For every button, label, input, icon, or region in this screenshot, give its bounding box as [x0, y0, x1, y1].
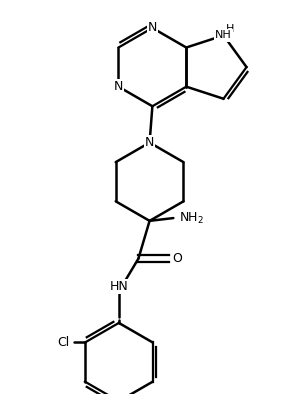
Text: NH: NH [215, 31, 232, 40]
Text: H: H [226, 24, 235, 34]
Text: HN: HN [109, 280, 128, 293]
Text: N: N [114, 80, 123, 93]
Text: N: N [148, 21, 157, 35]
Text: O: O [172, 252, 182, 265]
Text: Cl: Cl [57, 336, 70, 349]
Text: NH$_2$: NH$_2$ [179, 210, 204, 225]
Text: N: N [145, 136, 154, 149]
